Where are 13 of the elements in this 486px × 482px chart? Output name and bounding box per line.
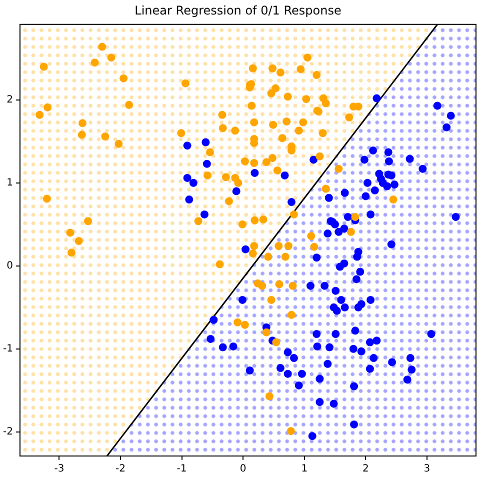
- x-tick-label: 2: [362, 464, 369, 475]
- x-tick-label: -3: [54, 464, 64, 475]
- x-tick-label: -1: [176, 464, 187, 475]
- y-tick-label: 1: [6, 178, 13, 189]
- y-tick-label: -1: [2, 344, 13, 355]
- x-tick-label: 3: [424, 464, 430, 475]
- x-tick-label: 1: [301, 464, 308, 475]
- y-tick-label: -2: [2, 426, 13, 438]
- chart-title: Linear Regression of 0/1 Response: [134, 3, 342, 18]
- x-tick-label: -2: [116, 464, 126, 475]
- x-tick-label: 0: [240, 464, 246, 475]
- y-tick-label: 0: [6, 260, 13, 272]
- y-tick-label: 2: [6, 94, 13, 106]
